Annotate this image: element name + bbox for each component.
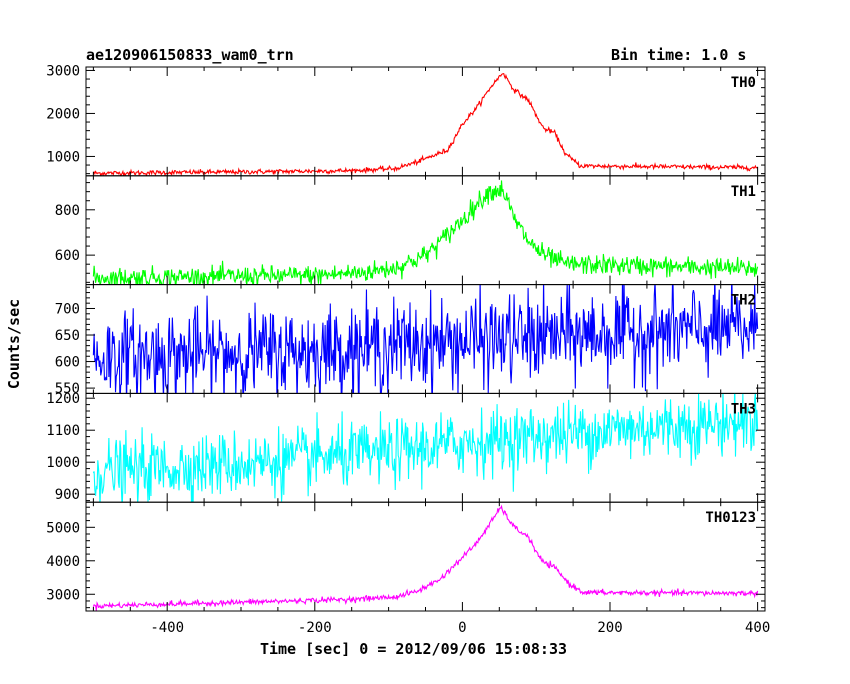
series-line-th0123 [92,504,759,611]
panel-frame [85,501,766,612]
x-tick-label: 0 [458,620,466,636]
panel-th1: 600 800 TH1 [55,175,766,286]
y-tick-label: 5000 [46,520,80,536]
y-tick-label: 1200 [46,391,80,407]
panel-label: TH3 [731,401,756,417]
chart-title: ae120906150833_wam0_trn [86,46,294,64]
bin-time-label: Bin time: 1.0 s [611,46,747,64]
panel-th0123: 3000 4000 5000 TH0123 [46,501,766,612]
y-axis-label: Counts/sec [5,299,23,389]
x-tick-label: 400 [745,620,770,636]
panel-label: TH0123 [705,510,756,526]
x-tick-label: 200 [597,620,622,636]
y-tick-label: 550 [55,381,80,397]
y-tick-label: 600 [55,248,80,264]
y-tick-label: 2000 [46,106,80,122]
y-tick-label: 1000 [46,455,80,471]
y-tick-label: 650 [55,328,80,344]
panel-label: TH2 [731,293,756,309]
x-axis-label: Time [sec] 0 = 2012/09/06 15:08:33 [260,640,567,658]
panel-label: TH0 [731,75,756,91]
y-tick-label: 600 [55,355,80,371]
y-tick-label: 3000 [46,63,80,79]
y-tick-label: 3000 [46,587,80,603]
panel-th3: 900 1000 1100 1200 TH3 [46,391,766,503]
y-tick-label: 800 [55,203,80,219]
panel-label: TH1 [731,184,756,200]
panel-frame [85,66,766,177]
series-line-th2 [92,284,759,394]
y-tick-label: 1100 [46,423,80,439]
series-line-th3 [92,393,759,503]
panel-th2: 550 600 650 700 TH2 [55,284,766,397]
series-line-th1 [92,180,759,285]
y-tick-label: 700 [55,301,80,317]
panel-th0: 1000 2000 3000 TH0 [46,63,766,177]
x-tick-label: -200 [298,620,332,636]
x-tick-label: -400 [150,620,184,636]
y-tick-label: 900 [55,487,80,503]
series-line-th0 [92,73,758,176]
y-tick-label: 1000 [46,149,80,165]
y-tick-label: 4000 [46,554,80,570]
